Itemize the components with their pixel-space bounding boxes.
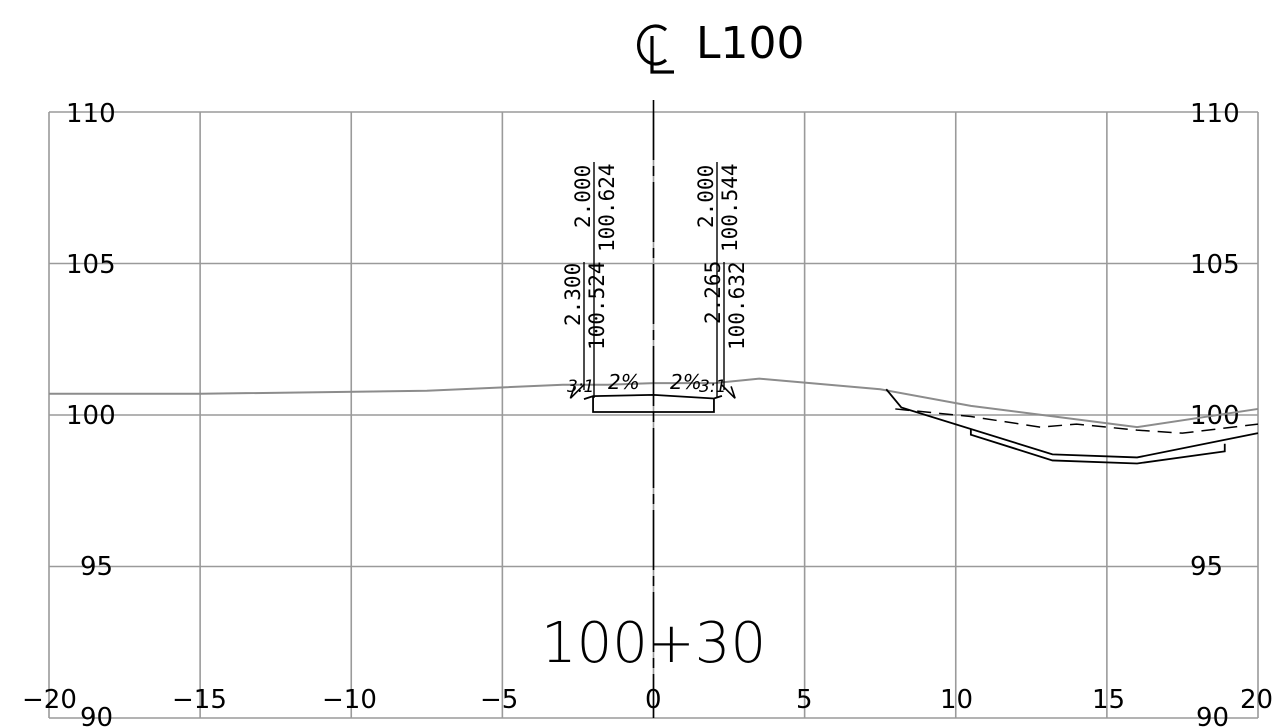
- slope-labels: 3:1 2% 2% 3:1: [567, 370, 726, 397]
- x-tick-label: −20: [22, 685, 77, 715]
- left-slope-marker: [569, 383, 585, 399]
- right-upper-elev: 100.544: [718, 163, 742, 252]
- left-slope-pct: 2%: [608, 370, 640, 394]
- ditch-upper-line: [885, 388, 1259, 459]
- x-tick-label: 10: [940, 685, 973, 715]
- y-tick-label-left: 100: [66, 401, 116, 431]
- road-bottom-line: [592, 396, 715, 413]
- y-tick-label-right: 95: [1190, 552, 1223, 582]
- y-tick-label-right: 110: [1190, 99, 1240, 129]
- left-upper-elev: 100.624: [595, 163, 619, 252]
- right-lower-elev: 100.632: [725, 261, 749, 350]
- x-tick-label: 20: [1240, 685, 1273, 715]
- right-slope-pct: 2%: [670, 370, 702, 394]
- ditch-dashed-line: [895, 408, 1259, 434]
- ditch-lower-line: [969, 428, 1226, 465]
- annotations: 2.000 100.624 2.000 100.544 2.300 100.52…: [561, 162, 749, 398]
- left-slope-ratio: 3:1: [567, 377, 594, 397]
- y-tick-label-left: 110: [66, 99, 116, 129]
- y-tick-label-right: 90: [1196, 703, 1229, 728]
- right-slope-ratio: 3:1: [699, 377, 726, 397]
- station-label: 100+30: [541, 611, 766, 676]
- centerline-icon: [636, 24, 674, 74]
- left-lower-offset: 2.300: [561, 263, 585, 326]
- existing-ground-line: [49, 377, 1259, 429]
- right-lower-offset: 2.265: [701, 261, 725, 324]
- x-tick-label: 15: [1092, 685, 1125, 715]
- left-lower-elev: 100.524: [585, 261, 609, 350]
- tick-labels: −20 −15 −10 −5 0 5 10 15 20 110 105 100 …: [22, 99, 1273, 728]
- x-tick-label: −15: [172, 685, 227, 715]
- title: CL L100: [636, 18, 805, 74]
- x-tick-label: −10: [322, 685, 377, 715]
- y-tick-label-left: 105: [66, 250, 116, 280]
- x-tick-label: −5: [480, 685, 518, 715]
- right-upper-offset: 2.000: [694, 165, 718, 228]
- x-tick-label: 5: [796, 685, 813, 715]
- y-tick-label-left: 90: [80, 703, 113, 728]
- y-tick-label-right: 105: [1190, 250, 1240, 280]
- y-tick-label-left: 95: [80, 552, 113, 582]
- left-upper-offset: 2.000: [571, 165, 595, 228]
- title-text: L100: [696, 18, 805, 69]
